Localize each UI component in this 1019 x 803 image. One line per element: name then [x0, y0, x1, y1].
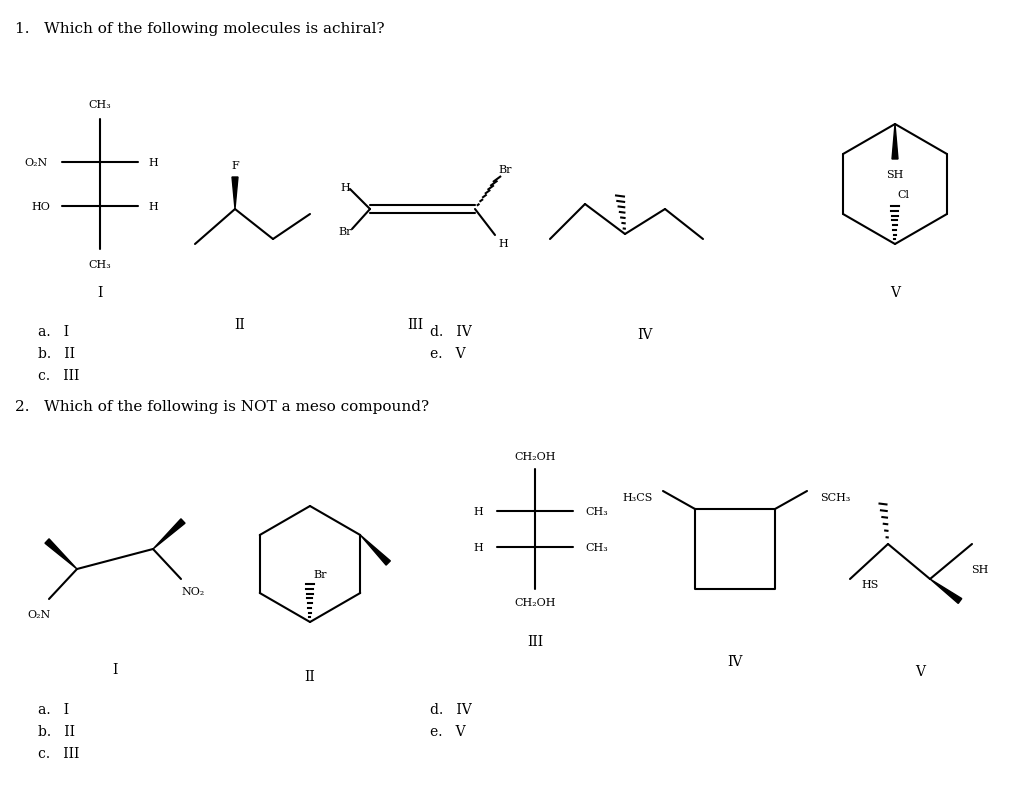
Text: Br: Br	[497, 165, 512, 175]
Text: SH: SH	[886, 169, 903, 180]
Text: O₂N: O₂N	[24, 158, 48, 168]
Polygon shape	[929, 579, 961, 604]
Polygon shape	[231, 177, 237, 210]
Text: V: V	[890, 286, 899, 300]
Text: SH: SH	[970, 565, 987, 574]
Text: NO₂: NO₂	[181, 586, 205, 597]
Text: III: III	[527, 634, 542, 648]
Text: IV: IV	[727, 654, 742, 668]
Text: 1.   Which of the following molecules is achiral?: 1. Which of the following molecules is a…	[15, 22, 384, 36]
Text: H: H	[497, 238, 507, 249]
Polygon shape	[153, 520, 184, 549]
Text: F: F	[231, 161, 238, 171]
Text: e.   V: e. V	[430, 724, 465, 738]
Text: HO: HO	[32, 202, 50, 212]
Text: I: I	[112, 662, 117, 676]
Text: d.   IV: d. IV	[430, 324, 471, 339]
Text: CH₃: CH₃	[89, 259, 111, 270]
Polygon shape	[892, 124, 897, 160]
Text: Br: Br	[338, 226, 352, 237]
Text: d.   IV: d. IV	[430, 702, 471, 716]
Text: CH₂OH: CH₂OH	[514, 451, 555, 462]
Text: CH₂OH: CH₂OH	[514, 597, 555, 607]
Text: CH₃: CH₃	[585, 542, 607, 552]
Text: CH₃: CH₃	[89, 100, 111, 110]
Text: H: H	[148, 158, 158, 168]
Text: CH₃: CH₃	[585, 507, 607, 516]
Text: c.   III: c. III	[38, 369, 79, 382]
Text: II: II	[305, 669, 315, 683]
Text: Br: Br	[313, 569, 326, 579]
Text: H: H	[339, 183, 350, 193]
Text: a.   I: a. I	[38, 702, 69, 716]
Text: H: H	[473, 542, 483, 552]
Text: III: III	[407, 318, 423, 332]
Text: c.   III: c. III	[38, 746, 79, 760]
Text: b.   II: b. II	[38, 347, 75, 361]
Polygon shape	[360, 536, 390, 565]
Text: e.   V: e. V	[430, 347, 465, 361]
Text: SCH₃: SCH₃	[819, 492, 850, 503]
Text: O₂N: O₂N	[28, 609, 51, 619]
Text: a.   I: a. I	[38, 324, 69, 339]
Text: 2.   Which of the following is NOT a meso compound?: 2. Which of the following is NOT a meso …	[15, 400, 429, 414]
Text: H: H	[148, 202, 158, 212]
Text: HS: HS	[860, 579, 877, 589]
Text: H₃CS: H₃CS	[622, 492, 652, 503]
Text: II: II	[234, 318, 246, 332]
Text: V: V	[914, 664, 924, 679]
Text: I: I	[97, 286, 103, 300]
Text: H: H	[473, 507, 483, 516]
Text: b.   II: b. II	[38, 724, 75, 738]
Text: IV: IV	[637, 328, 652, 341]
Text: Cl: Cl	[896, 190, 908, 200]
Polygon shape	[45, 539, 76, 569]
